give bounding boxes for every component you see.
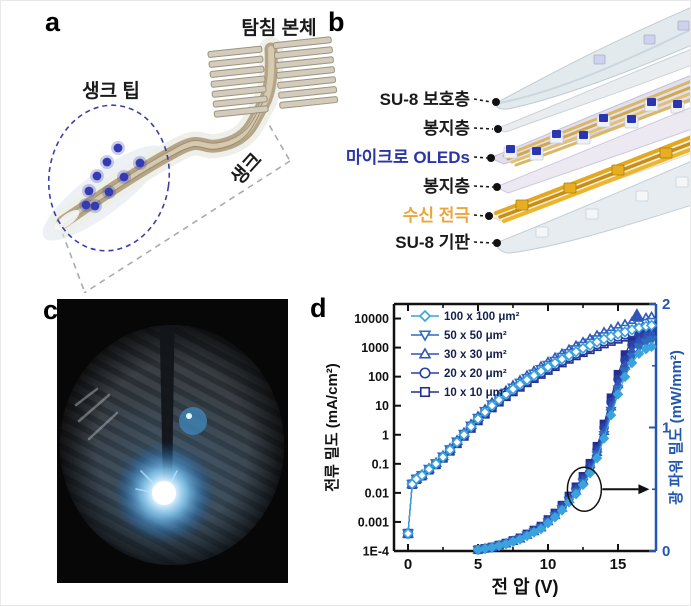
layer-leader-dots	[485, 98, 502, 247]
panel-c-microscope-photo	[57, 299, 288, 583]
legend-label: 30 x 30 μm²	[444, 349, 507, 361]
svg-text:1E-4: 1E-4	[363, 545, 389, 559]
layer-leader-lines	[473, 98, 494, 244]
label-micro-oleds: 마이크로 OLEDs	[346, 148, 470, 167]
right-axis-title: 광 파워 밀도 (mW/mm²)	[667, 350, 685, 505]
series-circle	[402, 322, 657, 555]
layer-micro-oleds	[488, 75, 690, 167]
label-su8-protect: SU-8 보호층	[380, 90, 471, 109]
layer-su8-protect	[493, 7, 690, 110]
panel-a-label: a	[45, 7, 61, 37]
ribbon-cable	[51, 37, 284, 234]
series-diamond	[402, 319, 658, 556]
legend-label: 20 x 20 μm²	[444, 368, 507, 380]
svg-text:5: 5	[474, 556, 482, 573]
panel-c-label: c	[43, 295, 59, 325]
legend-label: 50 x 50 μm²	[444, 330, 507, 342]
svg-text:1000: 1000	[361, 341, 389, 355]
svg-text:1: 1	[382, 428, 389, 442]
chart-legend: 100 x 100 μm² 50 x 50 μm² 30 x 30 μm² 20 x …	[411, 309, 520, 399]
oled-pixels	[503, 98, 685, 161]
svg-text:1: 1	[662, 420, 670, 437]
svg-text:2: 2	[662, 296, 670, 313]
label-encapsulation-top: 봉지층	[423, 119, 470, 138]
series-triangle-up	[402, 310, 658, 554]
shank-label: 생크	[227, 149, 267, 190]
layer-receiving-electrodes	[486, 135, 690, 223]
label-encapsulation-bottom: 봉지층	[423, 177, 470, 196]
svg-text:0: 0	[662, 543, 670, 560]
shank-tip-dashed-circle	[47, 104, 171, 252]
micro-oled-dots	[79, 141, 147, 213]
panel-a-probe-illustration: 탐침 본체 생크 팁 생크	[42, 17, 339, 293]
series-square	[403, 316, 657, 555]
svg-text:0.01: 0.01	[365, 486, 389, 500]
probe-body-label: 탐침 본체	[241, 17, 316, 39]
layer-encapsulation-top	[494, 49, 690, 133]
shank-tip-highlight	[54, 209, 80, 231]
legend-label: 100 x 100 μm²	[444, 311, 520, 323]
shank-tip-label: 생크 팁	[82, 80, 140, 102]
label-receiving-electrode: 수신 전극	[403, 206, 471, 225]
svg-text:10: 10	[540, 556, 557, 573]
probe-body-connector	[207, 36, 339, 118]
secondary-blue-spot	[179, 407, 207, 435]
svg-text:0: 0	[404, 556, 412, 573]
series-triangle-down	[402, 317, 658, 556]
left-axis-title: 전류 밀도 (mA/cm²)	[323, 363, 341, 492]
svg-text:100: 100	[368, 370, 389, 384]
panel-b-label: b	[328, 7, 345, 37]
layer-encapsulation-bottom	[494, 107, 690, 194]
svg-text:10000: 10000	[354, 312, 389, 326]
legend-label: 10 x 10 μm²	[444, 387, 507, 399]
x-axis-title: 전 압 (V)	[491, 577, 558, 597]
svg-text:0.1: 0.1	[372, 457, 389, 471]
right-axis-ticks: 0 1 2	[649, 296, 670, 560]
svg-text:0.001: 0.001	[358, 515, 389, 529]
jv-power-chart: 0 5 10 15 1E-4 0.001 0.01 0.1 1 10 100 1000 10000 0 1 2…	[323, 296, 685, 597]
left-axis-ticks: 1E-4 0.001 0.01 0.1 1 10 100 1000 10000	[354, 312, 401, 559]
panel-b-layer-diagram: SU-8 보호층 봉지층 마이크로 OLEDs 봉지층 수신 전극 SU-8 기…	[346, 7, 690, 254]
layer-su8-substrate	[495, 161, 690, 254]
light-streaks	[74, 387, 119, 441]
annotation-circle-arrow	[566, 466, 650, 512]
svg-text:15: 15	[610, 556, 627, 573]
x-axis-ticks: 0 5 10 15	[404, 304, 627, 573]
oled-emission-glow	[112, 441, 216, 545]
label-su8-substrate: SU-8 기판	[395, 233, 470, 252]
svg-text:10: 10	[375, 399, 389, 413]
panel-d-label: d	[310, 293, 327, 323]
